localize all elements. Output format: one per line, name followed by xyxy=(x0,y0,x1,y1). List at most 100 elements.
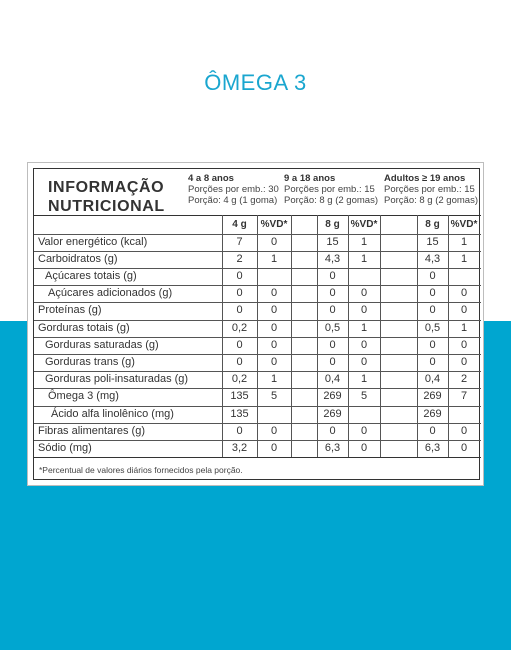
amount-cell: 0 xyxy=(429,424,436,437)
amount-cell: 269 xyxy=(323,407,342,420)
amount-cell: 0,4 xyxy=(424,373,441,386)
amount-cell: 269 xyxy=(423,407,442,420)
nutrient-label: Ômega 3 (mg) xyxy=(48,390,119,403)
table-row: Açúcares totais (g) 0 0 0 xyxy=(34,268,481,285)
amount-cell: 7 xyxy=(236,235,243,248)
table-row: Gorduras trans (g) 0 0 0 0 0 0 xyxy=(34,354,481,371)
vd-cell: 0 xyxy=(360,304,368,317)
group-header-adults: Adultos ≥ 19 anos Porções por emb.: 15 P… xyxy=(384,173,478,206)
amount-cell: 135 xyxy=(230,407,249,420)
nutrient-label: Açúcares adicionados (g) xyxy=(48,287,173,300)
vd-cell: 0 xyxy=(270,287,278,300)
nutrient-label: Carboidratos (g) xyxy=(38,252,118,265)
vd-cell: 5 xyxy=(270,390,278,403)
amount-cell: 0 xyxy=(236,287,243,300)
column-divider xyxy=(222,215,223,458)
table-row: Ácido alfa linolênico (mg) 135 269 269 xyxy=(34,406,481,423)
panel-title-line1: INFORMAÇÃO xyxy=(48,179,165,196)
table-row: Gorduras totais (g) 0,2 0 0,5 1 0,5 1 xyxy=(34,320,481,337)
nutrition-facts-panel: INFORMAÇÃO NUTRICIONAL 4 a 8 anos Porçõe… xyxy=(33,168,481,480)
vd-cell: 1 xyxy=(360,235,368,248)
amount-cell: 0 xyxy=(236,269,243,282)
table-row: Ômega 3 (mg) 135 5 269 5 269 7 xyxy=(34,388,481,405)
vd-cell: 1 xyxy=(360,373,368,386)
nutrient-label: Gorduras trans (g) xyxy=(45,355,135,368)
nutrient-label: Ácido alfa linolênico (mg) xyxy=(51,407,174,420)
amount-cell: 4,3 xyxy=(424,252,441,265)
vd-cell: 0 xyxy=(460,441,468,454)
column-divider xyxy=(317,215,318,458)
vd-cell: 0 xyxy=(360,338,368,351)
table-row: Carboidratos (g) 2 1 4,3 1 4,3 1 xyxy=(34,251,481,268)
col-vd-adults: %VD* xyxy=(450,219,478,230)
vd-cell: 1 xyxy=(360,321,368,334)
amount-cell: 4,3 xyxy=(324,252,341,265)
col-vd-kids: %VD* xyxy=(260,219,288,230)
amount-cell: 0,5 xyxy=(324,321,341,334)
nutrition-card: INFORMAÇÃO NUTRICIONAL 4 a 8 anos Porçõe… xyxy=(27,162,484,486)
amount-cell: 135 xyxy=(230,390,249,403)
col-amount-adults: 8 g xyxy=(425,219,440,230)
vd-cell: 0 xyxy=(460,287,468,300)
vd-cell: 0 xyxy=(270,321,278,334)
vd-cell: 1 xyxy=(460,252,468,265)
amount-cell: 0 xyxy=(329,287,336,300)
amount-cell: 0,2 xyxy=(231,373,248,386)
amount-cell: 0 xyxy=(236,424,243,437)
amount-cell: 6,3 xyxy=(424,441,441,454)
vd-cell: 1 xyxy=(460,321,468,334)
amount-cell: 0 xyxy=(429,269,436,282)
vd-cell: 0 xyxy=(270,355,278,368)
amount-cell: 0 xyxy=(329,304,336,317)
col-amount-teens: 8 g xyxy=(325,219,340,230)
nutrient-label: Sódio (mg) xyxy=(38,441,92,454)
panel-title: INFORMAÇÃO NUTRICIONAL xyxy=(48,178,165,216)
amount-cell: 0,2 xyxy=(231,321,248,334)
vd-cell: 0 xyxy=(270,304,278,317)
vd-cell: 0 xyxy=(460,338,468,351)
column-divider xyxy=(291,215,292,458)
vd-cell: 2 xyxy=(460,373,468,386)
nutrient-label: Valor energético (kcal) xyxy=(38,235,148,248)
group-header-kids: 4 a 8 anos Porções por emb.: 30 Porção: … xyxy=(188,173,279,206)
col-vd-teens: %VD* xyxy=(350,219,378,230)
amount-cell: 269 xyxy=(423,390,442,403)
table-row: Valor energético (kcal) 7 0 15 1 15 1 xyxy=(34,234,481,251)
amount-cell: 3,2 xyxy=(231,441,248,454)
column-divider xyxy=(448,215,449,458)
column-divider xyxy=(257,215,258,458)
column-divider xyxy=(348,215,349,458)
vd-cell: 1 xyxy=(270,373,278,386)
amount-cell: 0 xyxy=(429,304,436,317)
vd-cell: 0 xyxy=(360,355,368,368)
amount-cell: 2 xyxy=(236,252,243,265)
vd-cell: 5 xyxy=(360,390,368,403)
amount-cell: 0 xyxy=(329,269,336,282)
column-divider xyxy=(417,215,418,458)
table-row: Sódio (mg) 3,2 0 6,3 0 6,3 0 xyxy=(34,440,481,457)
amount-cell: 269 xyxy=(323,390,342,403)
nutrient-label: Gorduras poli-insaturadas (g) xyxy=(45,373,189,386)
nutrient-label: Fibras alimentares (g) xyxy=(38,424,145,437)
table-row: Proteínas (g) 0 0 0 0 0 0 xyxy=(34,302,481,319)
nutrient-label: Açúcares totais (g) xyxy=(45,269,137,282)
amount-cell: 6,3 xyxy=(324,441,341,454)
panel-title-line2: NUTRICIONAL xyxy=(48,198,165,215)
page-title: ÔMEGA 3 xyxy=(204,70,307,95)
vd-cell: 0 xyxy=(270,441,278,454)
vd-cell: 7 xyxy=(460,390,468,403)
vd-cell: 1 xyxy=(460,235,468,248)
nutrient-label: Gorduras saturadas (g) xyxy=(45,338,159,351)
nutrient-label: Gorduras totais (g) xyxy=(38,321,130,334)
footnote: *Percentual de valores diários fornecido… xyxy=(39,465,243,475)
amount-cell: 0 xyxy=(236,355,243,368)
table-row: Gorduras poli-insaturadas (g) 0,2 1 0,4 1 0,4… xyxy=(34,371,481,388)
vd-cell: 0 xyxy=(360,287,368,300)
amount-cell: 0 xyxy=(329,424,336,437)
amount-cell: 0 xyxy=(429,338,436,351)
column-divider xyxy=(380,215,381,458)
vd-cell: 0 xyxy=(270,235,278,248)
amount-cell: 0 xyxy=(329,355,336,368)
group-header-teens: 9 a 18 anos Porções por emb.: 15 Porção:… xyxy=(284,173,378,206)
table-row: Açúcares adicionados (g) 0 0 0 0 0 0 xyxy=(34,285,481,302)
